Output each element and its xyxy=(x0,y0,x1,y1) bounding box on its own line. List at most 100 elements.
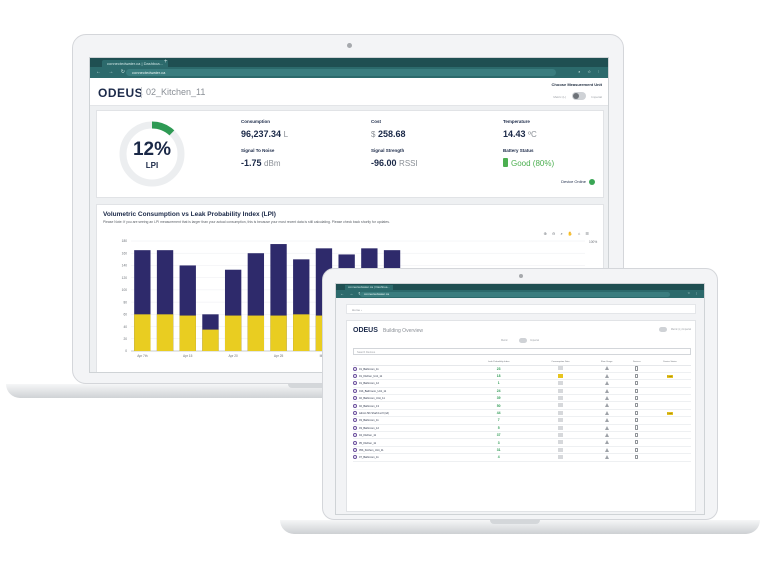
odeus-logo-small[interactable]: ODEUS xyxy=(353,327,378,334)
flow-cell[interactable] xyxy=(588,424,625,433)
flow-cell[interactable] xyxy=(588,365,625,373)
device-cell[interactable] xyxy=(624,409,649,418)
address-bar[interactable]: connectedwater.ca xyxy=(126,69,556,76)
bar-lpi[interactable] xyxy=(293,314,310,351)
flow-cell[interactable] xyxy=(588,409,625,418)
table-row[interactable]: 03_Bathroom_11 7 xyxy=(353,416,691,425)
device-name-cell[interactable]: 02_Bathroom_Unit_11 xyxy=(353,394,466,403)
browser-tools-icons-small[interactable]: ☆ ⋮ xyxy=(687,291,700,295)
device-cell[interactable] xyxy=(624,453,649,462)
consumption-cell[interactable] xyxy=(532,438,589,447)
consumption-cell[interactable] xyxy=(532,409,589,418)
column-header[interactable]: Consumption Data xyxy=(532,359,589,366)
device-cell[interactable] xyxy=(624,424,649,433)
flow-cell[interactable] xyxy=(588,446,625,455)
bar-lpi[interactable] xyxy=(270,315,287,351)
bar-lpi[interactable] xyxy=(247,315,265,351)
table-row[interactable]: 05b_Kitchen_Unit_11 31 xyxy=(353,446,691,455)
status-cell: Leak xyxy=(648,372,691,381)
table-row[interactable]: 01_Bathroom_11 23 xyxy=(353,365,691,373)
browser-tab[interactable]: connectedwater.ca | Dashboa... xyxy=(102,60,168,67)
flow-cell[interactable] xyxy=(588,372,625,381)
bar-lpi[interactable] xyxy=(179,315,196,351)
browser-nav-icons-small[interactable]: ← → ↻ xyxy=(340,291,364,296)
device-cell[interactable] xyxy=(624,446,649,455)
table-row[interactable]: 04_Kitchen_11 37 xyxy=(353,431,691,440)
bar-lpi[interactable] xyxy=(156,314,174,351)
odeus-logo[interactable]: ODEUS xyxy=(98,86,144,100)
device-cell[interactable] xyxy=(624,431,649,440)
flow-cell[interactable] xyxy=(588,438,625,447)
device-cell[interactable] xyxy=(624,387,649,396)
consumption-cell[interactable] xyxy=(532,446,589,455)
table-row[interactable]: 02_Bathroom_Unit_11 39 xyxy=(353,394,691,403)
flow-cell[interactable] xyxy=(588,453,625,462)
flow-cell[interactable] xyxy=(588,416,625,425)
device-name-cell[interactable]: 01_Bathroom_11 xyxy=(353,365,466,373)
device-name-cell[interactable]: 07_Bathroom_11 xyxy=(353,453,466,462)
consumption-cell[interactable] xyxy=(532,379,589,388)
device-cell[interactable] xyxy=(624,365,649,373)
consumption-cell[interactable] xyxy=(532,431,589,440)
device-cell[interactable] xyxy=(624,401,649,410)
consumption-cell[interactable] xyxy=(532,387,589,396)
device-cell[interactable] xyxy=(624,394,649,403)
device-name-cell[interactable]: 01_Kitchen_Unit_11 xyxy=(353,372,466,381)
consumption-cell[interactable] xyxy=(532,394,589,403)
device-name-cell[interactable]: 01b_Bathroom_Unit_11 xyxy=(353,387,466,396)
consumption-cell[interactable] xyxy=(532,401,589,410)
consumption-cell[interactable] xyxy=(532,416,589,425)
flow-cell[interactable] xyxy=(588,401,625,410)
device-search-input[interactable]: Search Devices xyxy=(353,348,691,355)
device-name-cell[interactable]: 05_Kitchen_11 xyxy=(353,438,466,447)
device-name-cell[interactable]: 05b_Kitchen_Unit_11 xyxy=(353,446,466,455)
consumption-cell[interactable] xyxy=(532,365,589,373)
consumption-cell[interactable] xyxy=(532,424,589,433)
device-cell[interactable] xyxy=(624,438,649,447)
devices-table-body: 01_Bathroom_11 23 01_Kitchen_Unit_11 18 Leak… xyxy=(353,365,691,462)
table-row[interactable]: 03_Bathroom_12 5 xyxy=(353,424,691,433)
device-name-cell[interactable]: 03_Bathroom_12 xyxy=(353,424,466,433)
flow-cell[interactable] xyxy=(588,387,625,396)
browser-tools-icons[interactable]: ⌕ ☆ ⋮ xyxy=(578,69,602,74)
table-row[interactable]: 07_Bathroom_11 4 xyxy=(353,453,691,462)
consumption-cell[interactable] xyxy=(532,372,589,381)
unit-toggle-small[interactable] xyxy=(659,327,667,332)
bar-lpi[interactable] xyxy=(224,315,242,351)
browser-nav-icons[interactable]: ← → ↻ xyxy=(96,69,128,75)
table-row[interactable]: Admin 5th Shaft 1st fl (1d) 44 Leak xyxy=(353,409,691,418)
column-header[interactable]: Device Status xyxy=(648,359,691,366)
unit-toggle[interactable] xyxy=(572,92,586,100)
new-tab-icon[interactable]: + xyxy=(164,59,168,65)
center-toggle[interactable] xyxy=(519,338,527,343)
device-name-cell[interactable]: 03_Bathroom_11 xyxy=(353,416,466,425)
device-name-cell[interactable]: 04_Kitchen_11 xyxy=(353,431,466,440)
table-row[interactable]: 02_Bathroom_13 50 xyxy=(353,401,691,410)
chart-toolbar-icons[interactable]: ⊕ ⊖ ⌕ ✋ ⌂ ☰ xyxy=(543,231,591,236)
lpi-cell: 4 xyxy=(465,453,533,462)
flow-cell[interactable] xyxy=(588,394,625,403)
device-cell[interactable] xyxy=(624,372,649,381)
table-row[interactable]: 01_Kitchen_Unit_11 18 Leak xyxy=(353,372,691,381)
address-bar-small[interactable]: connectedwater.ca xyxy=(360,291,670,297)
bar-lpi[interactable] xyxy=(134,314,151,351)
device-cell[interactable] xyxy=(624,379,649,388)
device-name-cell[interactable]: 02_Bathroom_13 xyxy=(353,401,466,410)
browser-tab-small[interactable]: connectedwater.ca | Dashboa... xyxy=(345,285,393,290)
consumption-cell[interactable] xyxy=(532,453,589,462)
column-header[interactable]: Devices xyxy=(624,359,649,366)
flow-cell[interactable] xyxy=(588,379,625,388)
device-name-cell[interactable]: 01_Bathroom_12 xyxy=(353,379,466,388)
device-cell[interactable] xyxy=(624,416,649,425)
column-header[interactable] xyxy=(353,359,466,366)
table-row[interactable]: 01b_Bathroom_Unit_11 24 xyxy=(353,387,691,396)
table-row[interactable]: 01_Bathroom_12 1 xyxy=(353,379,691,388)
bar-lpi[interactable] xyxy=(202,329,219,351)
flow-cell[interactable] xyxy=(588,431,625,440)
device-name-cell[interactable]: Admin 5th Shaft 1st fl (1d) xyxy=(353,409,466,418)
column-header[interactable]: Flow Usage xyxy=(588,359,625,366)
table-row[interactable]: 05_Kitchen_11 3 xyxy=(353,438,691,447)
device-online-status[interactable]: Device Online xyxy=(561,179,595,185)
column-header[interactable]: Leak Probability Index xyxy=(465,359,533,366)
breadcrumb[interactable]: Home › xyxy=(346,304,696,314)
